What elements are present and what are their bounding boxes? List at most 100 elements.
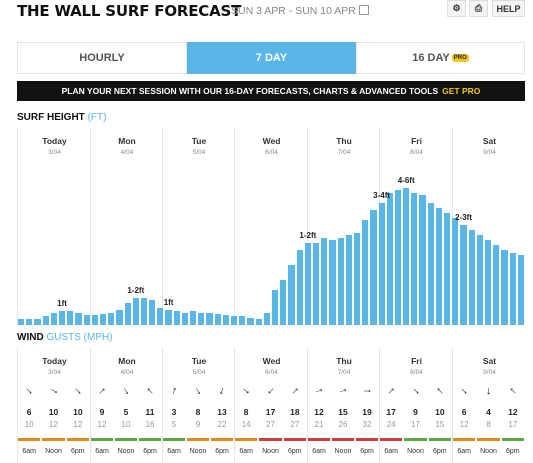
- promo-banner[interactable]: PLAN YOUR NEXT SESSION WITH OUR 16-DAY F…: [17, 81, 525, 101]
- surf-height-label: 1-2ft: [127, 285, 145, 295]
- date-range: SUN 3 APR - SUN 10 APR: [231, 5, 369, 17]
- wind-rating-bar: [66, 438, 89, 441]
- wind-gust: 12: [97, 420, 107, 429]
- wind-day-date: 3/04: [48, 369, 61, 376]
- time-label: 6am: [22, 448, 36, 455]
- surf-day-date: 4/04: [120, 149, 134, 156]
- surf-bar: [91, 315, 98, 325]
- time-label: 6am: [457, 448, 471, 455]
- wind-day-name: Fri: [411, 356, 422, 366]
- wind-rating-bar: [187, 438, 209, 441]
- surf-bar: [214, 313, 221, 325]
- surf-day-name: Sat: [482, 136, 497, 146]
- surf-bar: [509, 252, 516, 325]
- surf-bar: [493, 245, 500, 325]
- wind-speed: 19: [362, 407, 372, 417]
- wind-speed: 8: [243, 407, 249, 417]
- wind-gust: 17: [411, 420, 420, 429]
- time-label: 6am: [95, 448, 109, 455]
- time-label: 6pm: [433, 448, 447, 455]
- surf-bar: [403, 187, 410, 325]
- wind-speed: 8: [195, 407, 201, 417]
- surf-bar: [173, 311, 180, 325]
- wind-rating-bar: [91, 438, 113, 441]
- surf-bar: [34, 318, 41, 325]
- wind-day-date: 9/04: [483, 369, 496, 376]
- header: THE WALL SURF FORECAST SUN 3 APR - SUN 1…: [0, 0, 533, 22]
- surf-day-date: 8/04: [410, 149, 423, 156]
- wind-speed: 12: [508, 407, 518, 417]
- surf-bar: [312, 242, 320, 325]
- surf-height-heading: SURF HEIGHT (FT): [17, 112, 107, 123]
- wind-rating-bar: [308, 438, 330, 441]
- wind-rating-bar: [115, 438, 137, 441]
- surf-day-column: Tue 5/04: [162, 128, 235, 325]
- surf-bar: [99, 313, 107, 325]
- wind-gust: 12: [49, 420, 58, 429]
- wind-rating-bar: [283, 438, 306, 441]
- page-title: THE WALL SURF FORECAST: [17, 2, 242, 20]
- wind-gust: 12: [459, 420, 469, 429]
- surf-day-name: Tue: [191, 136, 207, 146]
- wind-rating-bar: [332, 438, 354, 441]
- get-pro-link[interactable]: GET PRO: [442, 86, 481, 96]
- time-label: 6pm: [288, 448, 302, 455]
- surf-bar: [394, 190, 402, 325]
- surf-bar: [124, 302, 131, 325]
- wind-speed: 12: [314, 407, 324, 417]
- surf-height-label: 3-4ft: [373, 190, 391, 200]
- wind-gust: 9: [195, 420, 201, 429]
- wind-rating-bar: [477, 438, 500, 441]
- surf-bar: [411, 192, 418, 325]
- surf-day-name: Mon: [118, 136, 136, 146]
- surf-bar: [337, 237, 344, 325]
- surf-bar: [353, 232, 361, 325]
- wind-gust: 8: [486, 420, 491, 429]
- wind-gust: 10: [121, 420, 131, 429]
- wind-gust: 12: [73, 420, 83, 429]
- wind-rating-bar: [163, 438, 185, 441]
- surf-bar: [321, 237, 328, 325]
- wind-gust: 10: [24, 420, 34, 429]
- wind-day-date: 4/04: [120, 369, 134, 376]
- tab-hourly[interactable]: HOURLY: [17, 42, 187, 74]
- surf-bar: [42, 316, 49, 325]
- wind-speed: 18: [290, 407, 300, 417]
- wind-day-name: Wed: [262, 356, 281, 366]
- surf-bar: [222, 315, 230, 325]
- surf-bar: [140, 297, 148, 325]
- pro-badge: PRO: [451, 54, 469, 62]
- wind-speed: 10: [48, 407, 59, 417]
- tab-7-day[interactable]: 7 DAY: [187, 42, 356, 74]
- wind-rating-bar: [453, 438, 476, 441]
- wind-rating-bar: [235, 438, 258, 441]
- help-button[interactable]: HELP: [492, 0, 525, 17]
- tab-16-day[interactable]: 16 DAY PRO: [356, 42, 525, 74]
- forecast-tabs: HOURLY 7 DAY 16 DAY PRO: [17, 42, 525, 74]
- surf-day-column: Today 3/04: [17, 128, 91, 325]
- time-label: 6am: [167, 448, 181, 455]
- wind-heading: WIND GUSTS (MPH): [17, 332, 113, 343]
- settings-button[interactable]: ⚙: [447, 0, 466, 17]
- wind-rating-bar: [139, 438, 161, 441]
- calendar-icon: [358, 5, 369, 15]
- surf-bar: [304, 242, 311, 325]
- wind-speed: 10: [435, 407, 445, 417]
- surf-day-date: 7/04: [337, 149, 351, 156]
- wind-day-column: Tue 5/04: [162, 348, 235, 463]
- surf-bar: [378, 202, 385, 325]
- time-label: 6am: [312, 448, 326, 455]
- surf-bar: [255, 318, 262, 325]
- time-label: 6am: [384, 448, 398, 455]
- print-button[interactable]: ⎙: [469, 0, 488, 17]
- surf-day-date: 5/04: [192, 149, 206, 156]
- surf-bar: [362, 220, 369, 325]
- wind-speed: 3: [171, 407, 177, 417]
- wind-day-column: Thu 7/04: [307, 348, 380, 463]
- time-label: 6pm: [71, 448, 85, 455]
- surf-height-label: 1-2ft: [299, 230, 317, 240]
- wind-speed: 11: [145, 407, 155, 417]
- wind-speed: 15: [338, 407, 348, 417]
- surf-bar: [231, 316, 238, 325]
- surf-bar: [452, 217, 459, 325]
